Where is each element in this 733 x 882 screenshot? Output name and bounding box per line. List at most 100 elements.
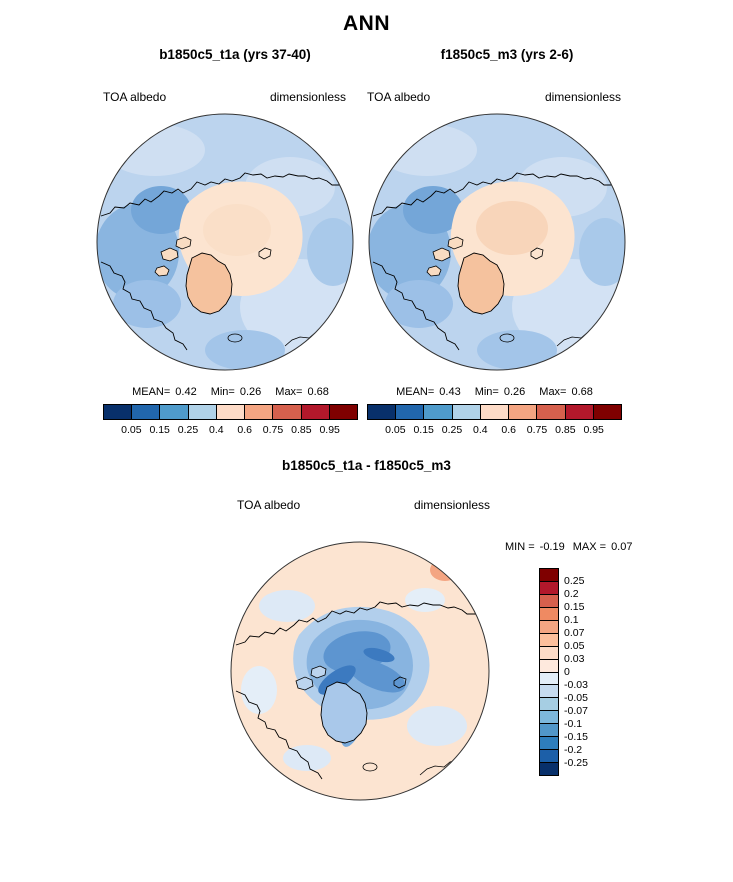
units-label: dimensionless xyxy=(413,498,490,512)
colorbar-segment xyxy=(540,711,558,725)
min-label: Min= xyxy=(210,386,235,398)
colorbar-segment xyxy=(396,405,425,419)
diff-panel-title: b1850c5_t1a - f1850c5_m3 xyxy=(282,458,451,473)
colorbar-tick-label: 0.05 xyxy=(385,424,406,436)
max-value: 0.07 xyxy=(611,541,633,553)
colorbar-segment xyxy=(424,405,453,419)
colorbar-tick-label: 0.25 xyxy=(441,424,463,436)
colorbar-tick-label: 0.05 xyxy=(121,424,142,436)
colorbar-segment xyxy=(540,750,558,764)
colorbar-tick-label: -0.03 xyxy=(564,679,588,691)
colorbar-tick-label: 0 xyxy=(564,666,570,678)
colorbar-ticks-difference: 0.25 0.2 0.15 0.1 0.07 0.05 0.03 0 -0.03 -0.05 -0.… xyxy=(564,568,609,776)
colorbar-tick-label: 0.85 xyxy=(291,424,312,436)
colorbar-segment xyxy=(188,405,217,419)
colorbar-ticks-case: 0.05 0.15 0.25 0.4 0.6 0.75 0.85 0.95 xyxy=(103,424,358,437)
colorbar-tick-label: -0.15 xyxy=(564,731,588,743)
mean-value: 0.43 xyxy=(439,386,461,398)
field-label: TOA albedo xyxy=(367,90,431,104)
polar-map-case xyxy=(95,112,355,372)
colorbar-segment xyxy=(540,581,558,595)
colorbar-segment xyxy=(540,672,558,686)
field-label: TOA albedo xyxy=(103,90,167,104)
colorbar-tick-label: -0.07 xyxy=(564,705,588,717)
colorbar-segment xyxy=(104,405,133,419)
colorbar-tick-label: 0.95 xyxy=(319,424,340,436)
colorbar-tick-label: -0.05 xyxy=(564,692,588,704)
colorbar-tick-label: 0.25 xyxy=(564,575,585,587)
colorbar-segment xyxy=(540,763,558,775)
colorbar-tick-label: -0.2 xyxy=(564,744,583,756)
colorbar-tick-label: 0.95 xyxy=(583,424,604,436)
colorbar-tick-label: 0.1 xyxy=(564,614,579,626)
mean-label: MEAN= xyxy=(396,386,435,398)
colorbar-segment xyxy=(540,659,558,673)
max-value: 0.68 xyxy=(571,386,593,398)
min-value: 0.26 xyxy=(503,386,526,398)
colorbar-segment xyxy=(540,594,558,608)
colorbar-segment xyxy=(540,724,558,738)
colorbar-tick-label: 0.85 xyxy=(555,424,576,436)
min-label: Min= xyxy=(474,386,499,398)
colorbar-segment xyxy=(540,737,558,751)
colorbar-tick-label: 0.15 xyxy=(413,424,434,436)
colorbar-tick-label: 0.07 xyxy=(564,627,585,639)
colorbar-tick-label: 0.25 xyxy=(177,424,199,436)
min-value: -0.19 xyxy=(539,541,565,553)
polar-map-difference xyxy=(229,540,491,802)
colorbar-ticks-reference: 0.05 0.15 0.25 0.4 0.6 0.75 0.85 0.95 xyxy=(367,424,622,437)
max-label: Max= xyxy=(275,386,303,398)
colorbar-tick-label: 0.6 xyxy=(501,424,516,436)
units-label: dimensionless xyxy=(269,90,346,104)
colorbar-segment xyxy=(368,405,397,419)
diff-label-row: TOA albedo dimensionless xyxy=(237,498,490,512)
colorbar-segment xyxy=(540,698,558,712)
colorbar-segment xyxy=(480,405,510,419)
max-label: MAX = xyxy=(572,541,607,553)
max-value: 0.68 xyxy=(307,386,329,398)
mean-label: MEAN= xyxy=(132,386,171,398)
colorbar-segment xyxy=(540,607,558,621)
colorbar-segment xyxy=(301,405,330,419)
colorbar-segment xyxy=(540,620,558,634)
colorbar-tick-label: 0.75 xyxy=(262,424,284,436)
diff-stats-row: MIN = -0.19 MAX = 0.07 xyxy=(505,541,632,553)
mean-value: 0.42 xyxy=(175,386,197,398)
colorbar-segment xyxy=(273,405,302,419)
stats-row-case: MEAN= 0.42 Min= 0.26 Max= 0.68 xyxy=(103,386,358,398)
colorbar-segment xyxy=(537,405,566,419)
colorbar-segment xyxy=(509,405,538,419)
min-label: MIN = xyxy=(505,541,535,553)
panel-label-row: TOA albedo dimensionless xyxy=(367,90,621,104)
min-value: 0.26 xyxy=(239,386,262,398)
field-label: TOA albedo xyxy=(237,498,301,512)
stats-row-reference: MEAN= 0.43 Min= 0.26 Max= 0.68 xyxy=(367,386,622,398)
panel-label-row: TOA albedo dimensionless xyxy=(103,90,346,104)
colorbar-reference xyxy=(367,404,622,420)
colorbar-tick-label: -0.1 xyxy=(564,718,583,730)
colorbar-segment xyxy=(540,633,558,647)
colorbar-segment xyxy=(593,405,621,419)
colorbar-tick-label: 0.6 xyxy=(237,424,252,436)
colorbar-segment xyxy=(216,405,246,419)
colorbar-segment xyxy=(540,646,558,660)
colorbar-tick-label: -0.25 xyxy=(564,757,588,769)
max-label: Max= xyxy=(539,386,567,398)
colorbar-tick-label: 0.15 xyxy=(564,601,585,613)
polar-map-difference-svg xyxy=(230,541,490,801)
panel-title-reference: f1850c5_m3 (yrs 2-6) xyxy=(440,47,574,62)
colorbar-segment xyxy=(245,405,274,419)
colorbar-tick-label: 0.05 xyxy=(564,640,585,652)
polar-map-reference-svg xyxy=(368,113,626,371)
colorbar-tick-label: 0.2 xyxy=(564,588,579,600)
polar-map-reference xyxy=(367,112,627,372)
units-label: dimensionless xyxy=(544,90,621,104)
figure-title: ANN xyxy=(343,12,390,35)
colorbar-segment xyxy=(132,405,161,419)
colorbar-tick-label: 0.15 xyxy=(149,424,170,436)
colorbar-segment xyxy=(565,405,594,419)
colorbar-segment xyxy=(452,405,481,419)
colorbar-tick-label: 0.75 xyxy=(526,424,548,436)
colorbar-segment xyxy=(329,405,357,419)
